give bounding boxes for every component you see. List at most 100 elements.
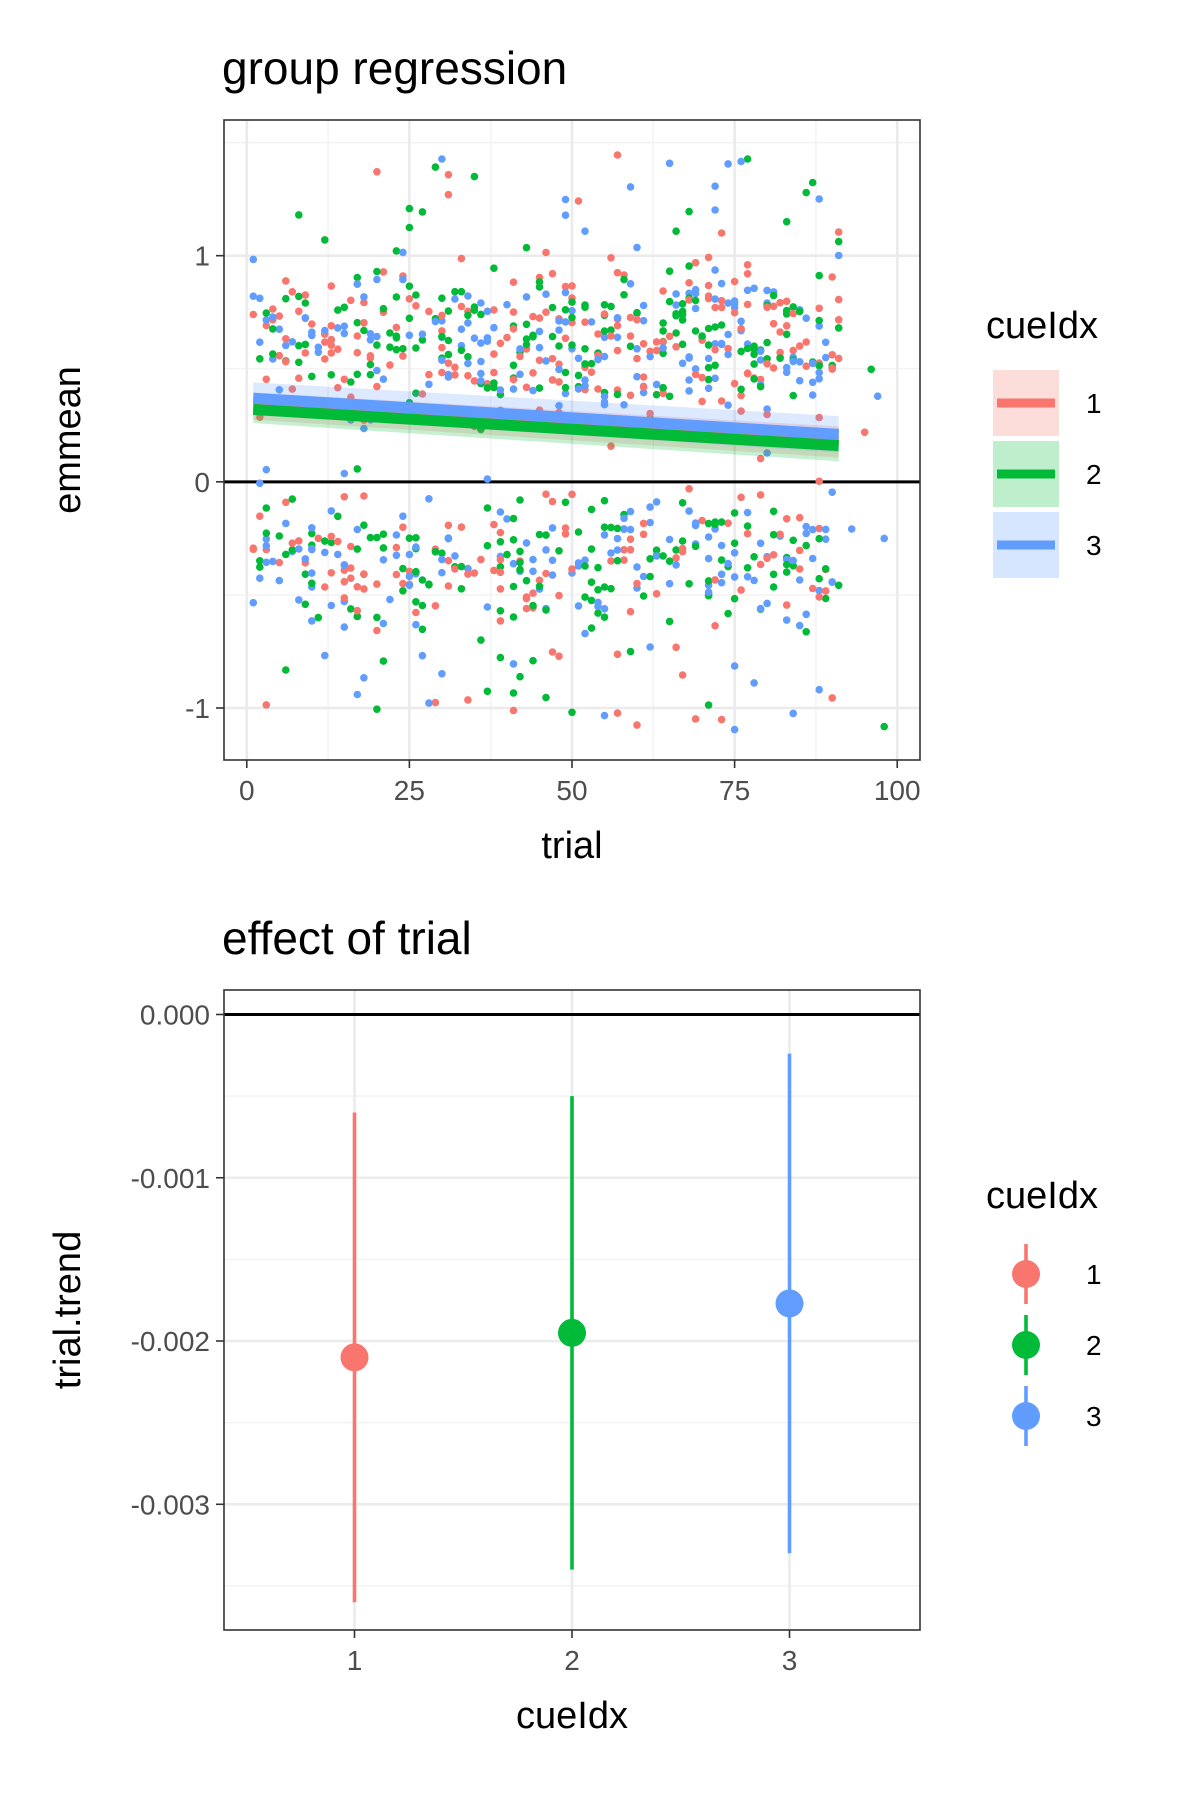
regression-point-cue-3 xyxy=(691,304,700,313)
regression-point-cue-3 xyxy=(555,401,563,410)
regression-point-cue-3 xyxy=(600,392,609,401)
regression-point-cue-3 xyxy=(691,519,700,527)
regression-point-cue-3 xyxy=(301,314,310,322)
regression-point-cue-3 xyxy=(509,559,518,568)
regression-point-cue-3 xyxy=(665,579,674,588)
regression-point-cue-2 xyxy=(295,358,303,367)
regression-point-cue-1 xyxy=(516,352,524,361)
regression-point-cue-3 xyxy=(392,531,401,539)
regression-point-cue-3 xyxy=(561,318,570,326)
regression-point-cue-3 xyxy=(405,550,414,559)
regression-point-cue-2 xyxy=(581,562,589,570)
regression-point-cue-3 xyxy=(789,709,797,718)
regression-point-cue-3 xyxy=(321,651,329,660)
regression-legend-label-3: 3 xyxy=(1086,530,1102,561)
regression-point-cue-2 xyxy=(255,557,264,565)
trend-legend-label-2: 2 xyxy=(1086,1330,1102,1361)
regression-point-cue-3 xyxy=(548,556,557,565)
regression-point-cue-3 xyxy=(665,535,674,544)
regression-point-cue-2 xyxy=(509,536,518,544)
regression-point-cue-1 xyxy=(327,341,336,350)
regression-point-cue-3 xyxy=(808,378,817,387)
regression-point-cue-3 xyxy=(717,578,726,587)
regression-point-cue-3 xyxy=(808,391,817,399)
regression-point-cue-1 xyxy=(561,530,570,538)
regression-point-cue-2 xyxy=(275,532,284,540)
regression-point-cue-2 xyxy=(659,349,667,358)
regression-point-cue-1 xyxy=(295,374,303,383)
regression-point-cue-3 xyxy=(672,561,680,569)
regression-point-cue-3 xyxy=(399,512,407,520)
regression-point-cue-2 xyxy=(295,292,303,301)
regression-legend-title: cueIdx xyxy=(986,305,1098,347)
regression-point-cue-2 xyxy=(587,359,596,368)
regression-point-cue-2 xyxy=(613,556,622,565)
regression-point-cue-2 xyxy=(789,303,797,311)
regression-point-cue-3 xyxy=(255,338,264,347)
regression-point-cue-1 xyxy=(542,248,550,257)
regression-point-cue-2 xyxy=(353,318,362,327)
regression-point-cue-3 xyxy=(477,339,485,347)
regression-point-cue-2 xyxy=(704,341,713,349)
regression-point-cue-3 xyxy=(255,574,264,582)
regression-point-cue-1 xyxy=(711,345,719,354)
regression-point-cue-3 xyxy=(782,616,791,624)
regression-point-cue-1 xyxy=(327,322,336,330)
regression-point-cue-1 xyxy=(769,551,778,559)
regression-point-cue-1 xyxy=(743,529,752,538)
regression-point-cue-3 xyxy=(373,366,381,375)
regression-point-cue-3 xyxy=(366,336,375,344)
regression-point-cue-1 xyxy=(795,546,804,555)
regression-point-cue-3 xyxy=(685,387,693,395)
regression-point-cue-1 xyxy=(555,360,563,369)
regression-point-cue-2 xyxy=(711,323,719,331)
regression-point-cue-1 xyxy=(412,608,420,617)
regression-point-cue-3 xyxy=(269,313,277,321)
regression-point-cue-1 xyxy=(639,373,648,381)
regression-point-cue-3 xyxy=(509,385,518,393)
regression-point-cue-3 xyxy=(808,554,817,563)
regression-point-cue-1 xyxy=(308,320,316,328)
regression-point-cue-3 xyxy=(815,195,823,203)
regression-point-cue-3 xyxy=(568,307,576,315)
regression-point-cue-1 xyxy=(737,391,745,400)
regression-point-cue-1 xyxy=(672,554,680,562)
regression-point-cue-2 xyxy=(568,313,576,322)
regression-point-cue-3 xyxy=(607,549,615,557)
regression-point-cue-3 xyxy=(652,552,661,560)
regression-point-cue-2 xyxy=(373,705,381,713)
regression-point-cue-3 xyxy=(711,182,719,190)
regression-point-cue-2 xyxy=(678,300,687,308)
regression-point-cue-1 xyxy=(659,338,667,346)
regression-point-cue-3 xyxy=(412,543,420,551)
regression-point-cue-1 xyxy=(327,532,336,541)
regression-point-cue-3 xyxy=(444,373,453,381)
regression-point-cue-3 xyxy=(613,534,622,543)
regression-point-cue-3 xyxy=(477,357,485,366)
regression-point-cue-1 xyxy=(529,312,537,321)
regression-point-cue-3 xyxy=(717,279,726,288)
regression-point-cue-1 xyxy=(561,334,570,343)
trend-legend-key-point-2 xyxy=(1012,1331,1040,1359)
regression-point-cue-2 xyxy=(522,335,531,343)
regression-point-cue-1 xyxy=(470,377,479,385)
regression-point-cue-3 xyxy=(581,376,589,384)
regression-point-cue-2 xyxy=(509,689,518,697)
regression-point-cue-2 xyxy=(496,538,505,546)
regression-point-cue-3 xyxy=(789,556,797,565)
regression-point-cue-3 xyxy=(795,621,804,630)
regression-point-cue-2 xyxy=(444,307,453,315)
regression-point-cue-2 xyxy=(262,504,271,512)
regression-point-cue-2 xyxy=(737,347,745,356)
regression-point-cue-1 xyxy=(340,375,349,384)
regression-point-cue-1 xyxy=(626,535,635,543)
regression-point-cue-2 xyxy=(808,178,817,187)
regression-point-cue-1 xyxy=(769,364,778,372)
regression-point-cue-2 xyxy=(574,528,583,536)
regression-point-cue-1 xyxy=(769,302,778,311)
regression-point-cue-2 xyxy=(717,518,726,526)
regression-point-cue-1 xyxy=(509,278,518,287)
regression-point-cue-2 xyxy=(405,204,414,213)
regression-x-tick-label: 50 xyxy=(556,775,587,806)
regression-point-cue-2 xyxy=(392,334,401,342)
